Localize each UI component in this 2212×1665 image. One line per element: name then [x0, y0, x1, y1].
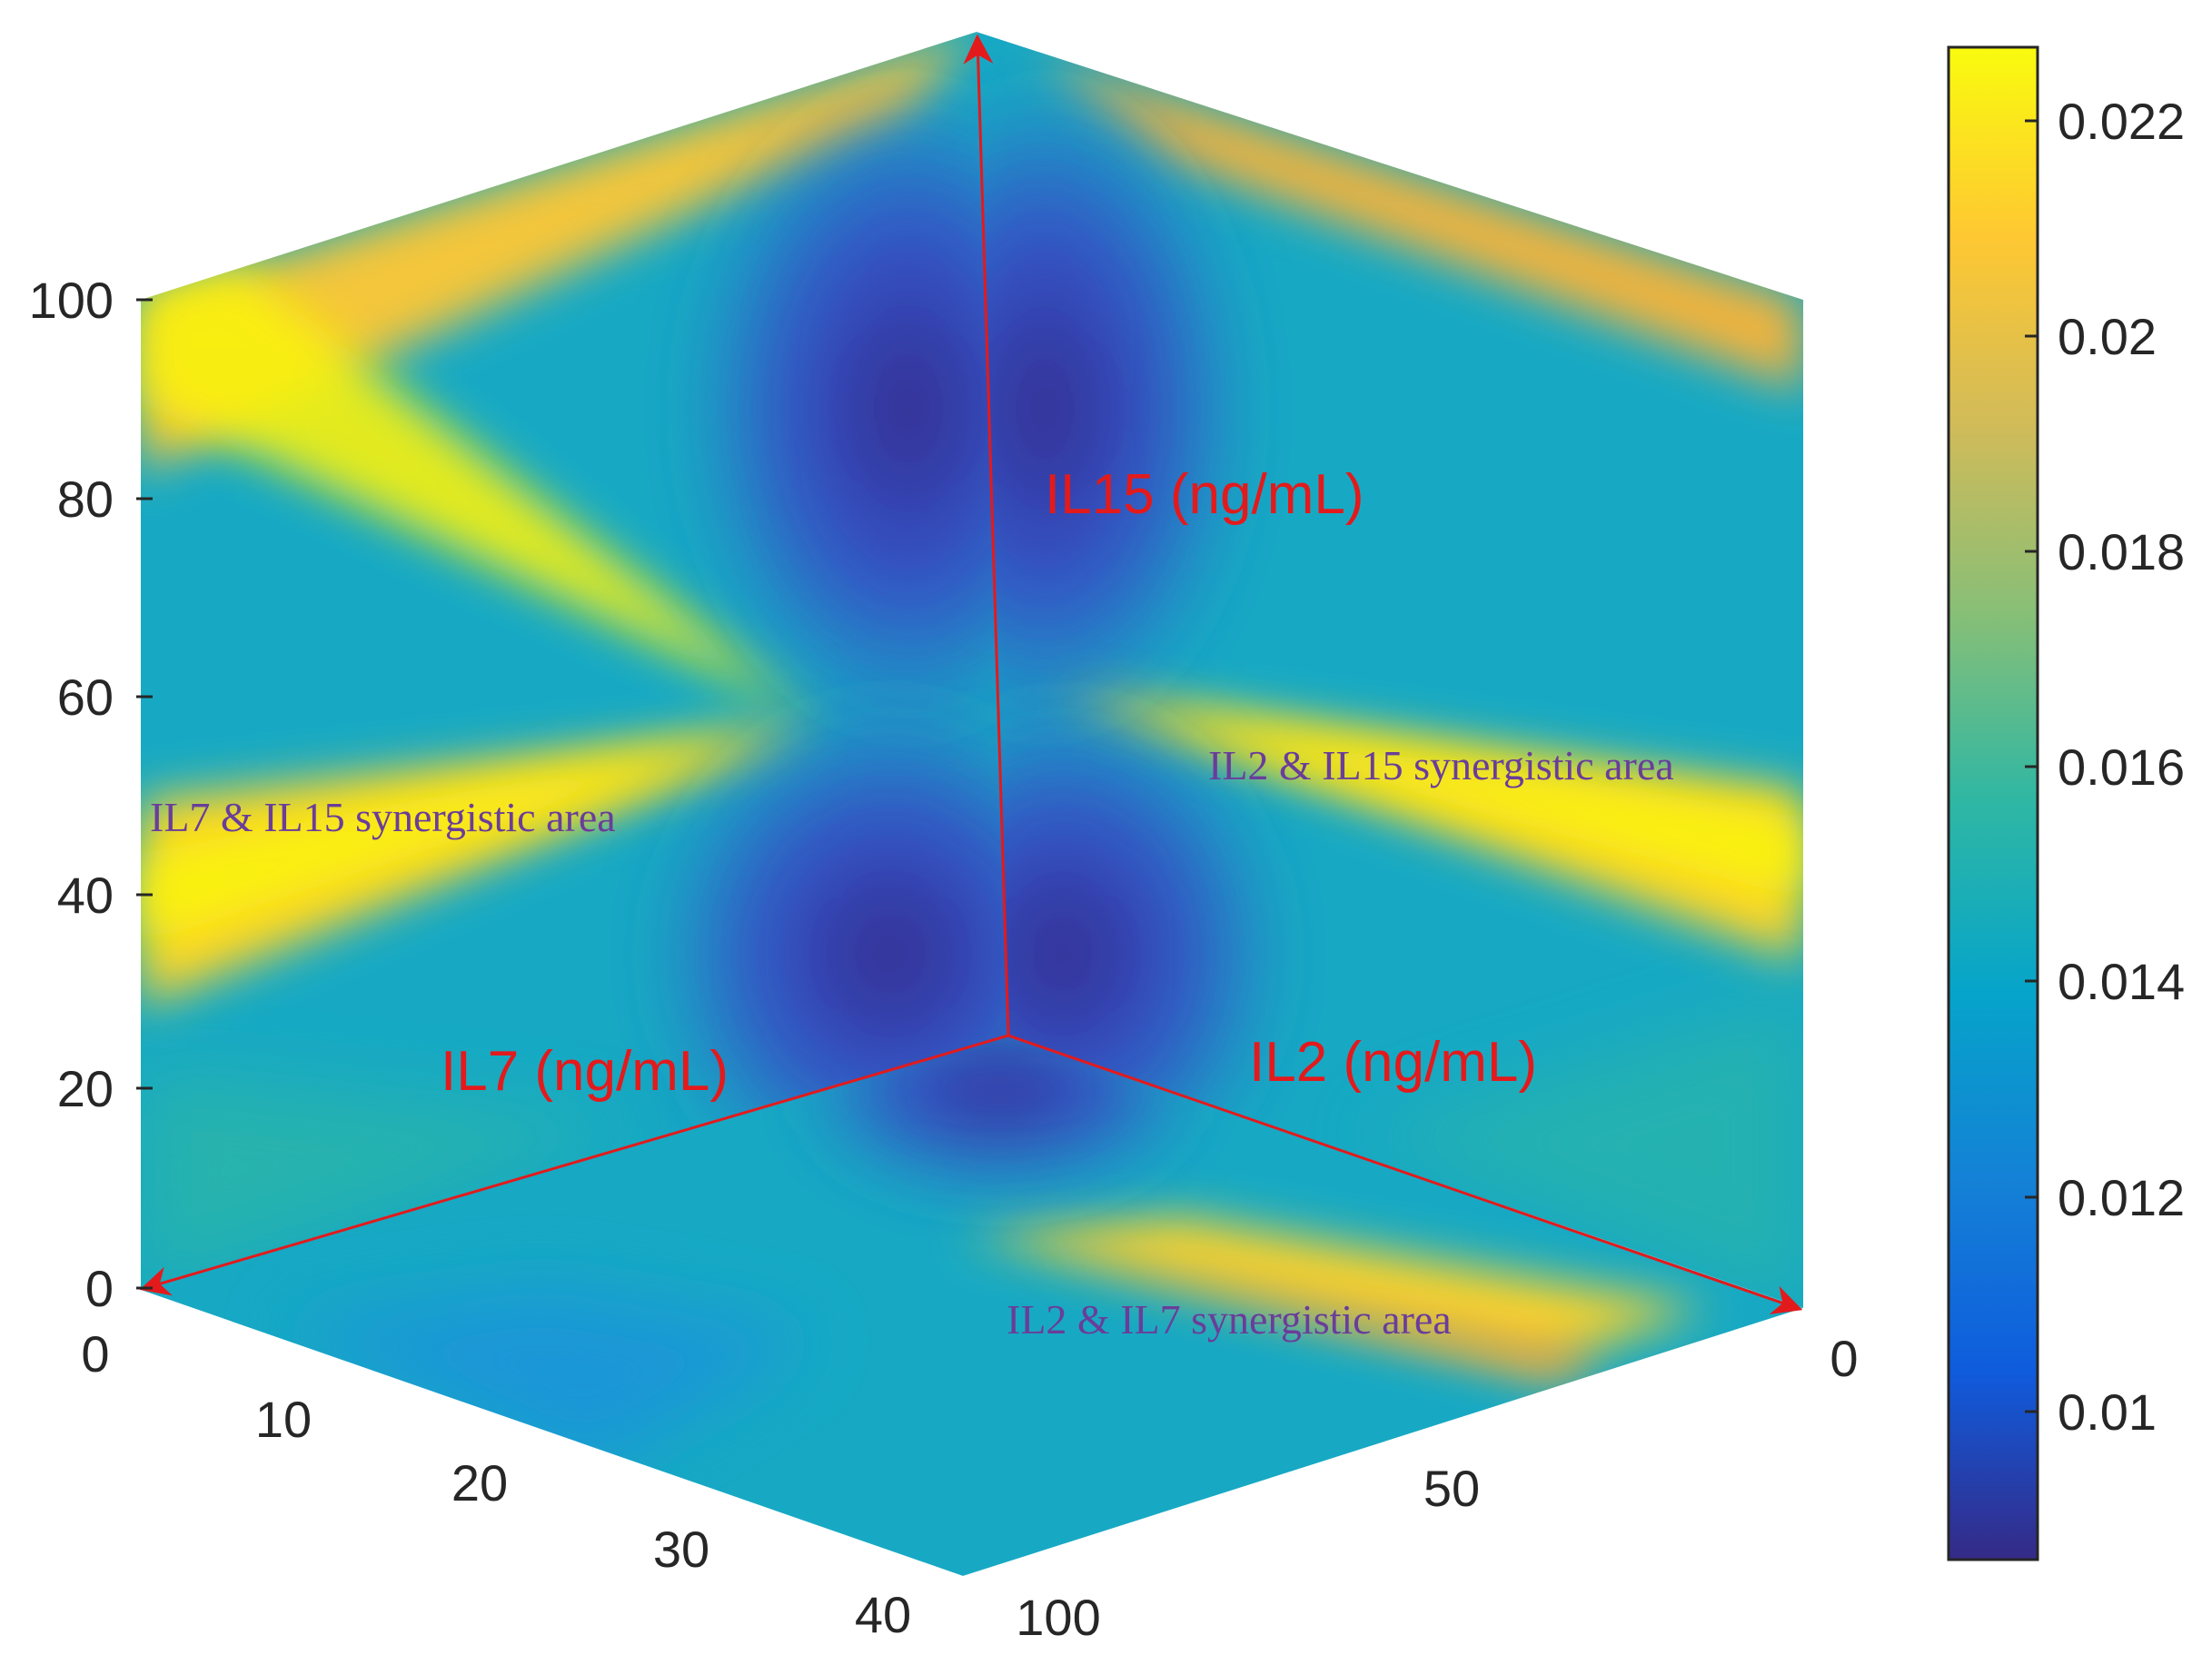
il15-tick-label: 80	[57, 471, 114, 528]
il15-tick-label: 0	[85, 1260, 114, 1317]
il7-tick-label: 0	[81, 1325, 109, 1383]
colorbar-tick-label: 0.02	[2058, 308, 2157, 365]
annotation-il2-il15: IL2 & IL15 synergistic area	[1208, 742, 1674, 788]
il7-tick-label: 20	[451, 1454, 508, 1511]
colorbar-tick-label: 0.012	[2058, 1169, 2185, 1226]
colorbar-tick-label: 0.018	[2058, 523, 2185, 580]
annotation-il2-il7: IL2 & IL7 synergistic area	[1007, 1296, 1452, 1343]
il2-tick-label: 50	[1423, 1460, 1480, 1517]
il15-tick-label: 60	[57, 669, 114, 726]
il15-tick-label: 20	[57, 1060, 114, 1117]
il7-tick-label: 30	[653, 1521, 709, 1578]
il7-arrow	[139, 1034, 1009, 1296]
colorbar-tick-label: 0.01	[2058, 1383, 2157, 1441]
colorbar-tick-label: 0.016	[2058, 738, 2185, 796]
colorbar-tick-label: 0.014	[2058, 953, 2185, 1010]
il15-axis	[136, 298, 153, 1290]
il15-axis-title: IL15 (ng/mL)	[1045, 463, 1364, 526]
il2-arrow	[1007, 1034, 1803, 1314]
il15-tick-label: 40	[57, 867, 114, 924]
annotation-il7-il15: IL7 & IL15 synergistic area	[150, 794, 616, 840]
face-il2-il15	[977, 32, 1803, 1308]
colorbar-gradient	[1947, 45, 2039, 1561]
il2-tick-label: 0	[1830, 1330, 1858, 1387]
il15-tick-label: 100	[29, 272, 114, 329]
axis-arrows	[139, 34, 1803, 1314]
il7-axis-title: IL7 (ng/mL)	[441, 1040, 729, 1103]
il7-tick-label: 40	[855, 1586, 911, 1643]
il2-tick-label: 100	[1016, 1589, 1100, 1646]
il7-tick-label: 10	[255, 1391, 312, 1448]
face-il7-il15	[141, 32, 1008, 1290]
colorbar-tick-label: 0.022	[2058, 93, 2185, 150]
il15-arrow	[963, 34, 1010, 1036]
colorbar	[1947, 45, 2039, 1561]
il2-axis-title: IL2 (ng/mL)	[1249, 1031, 1537, 1094]
